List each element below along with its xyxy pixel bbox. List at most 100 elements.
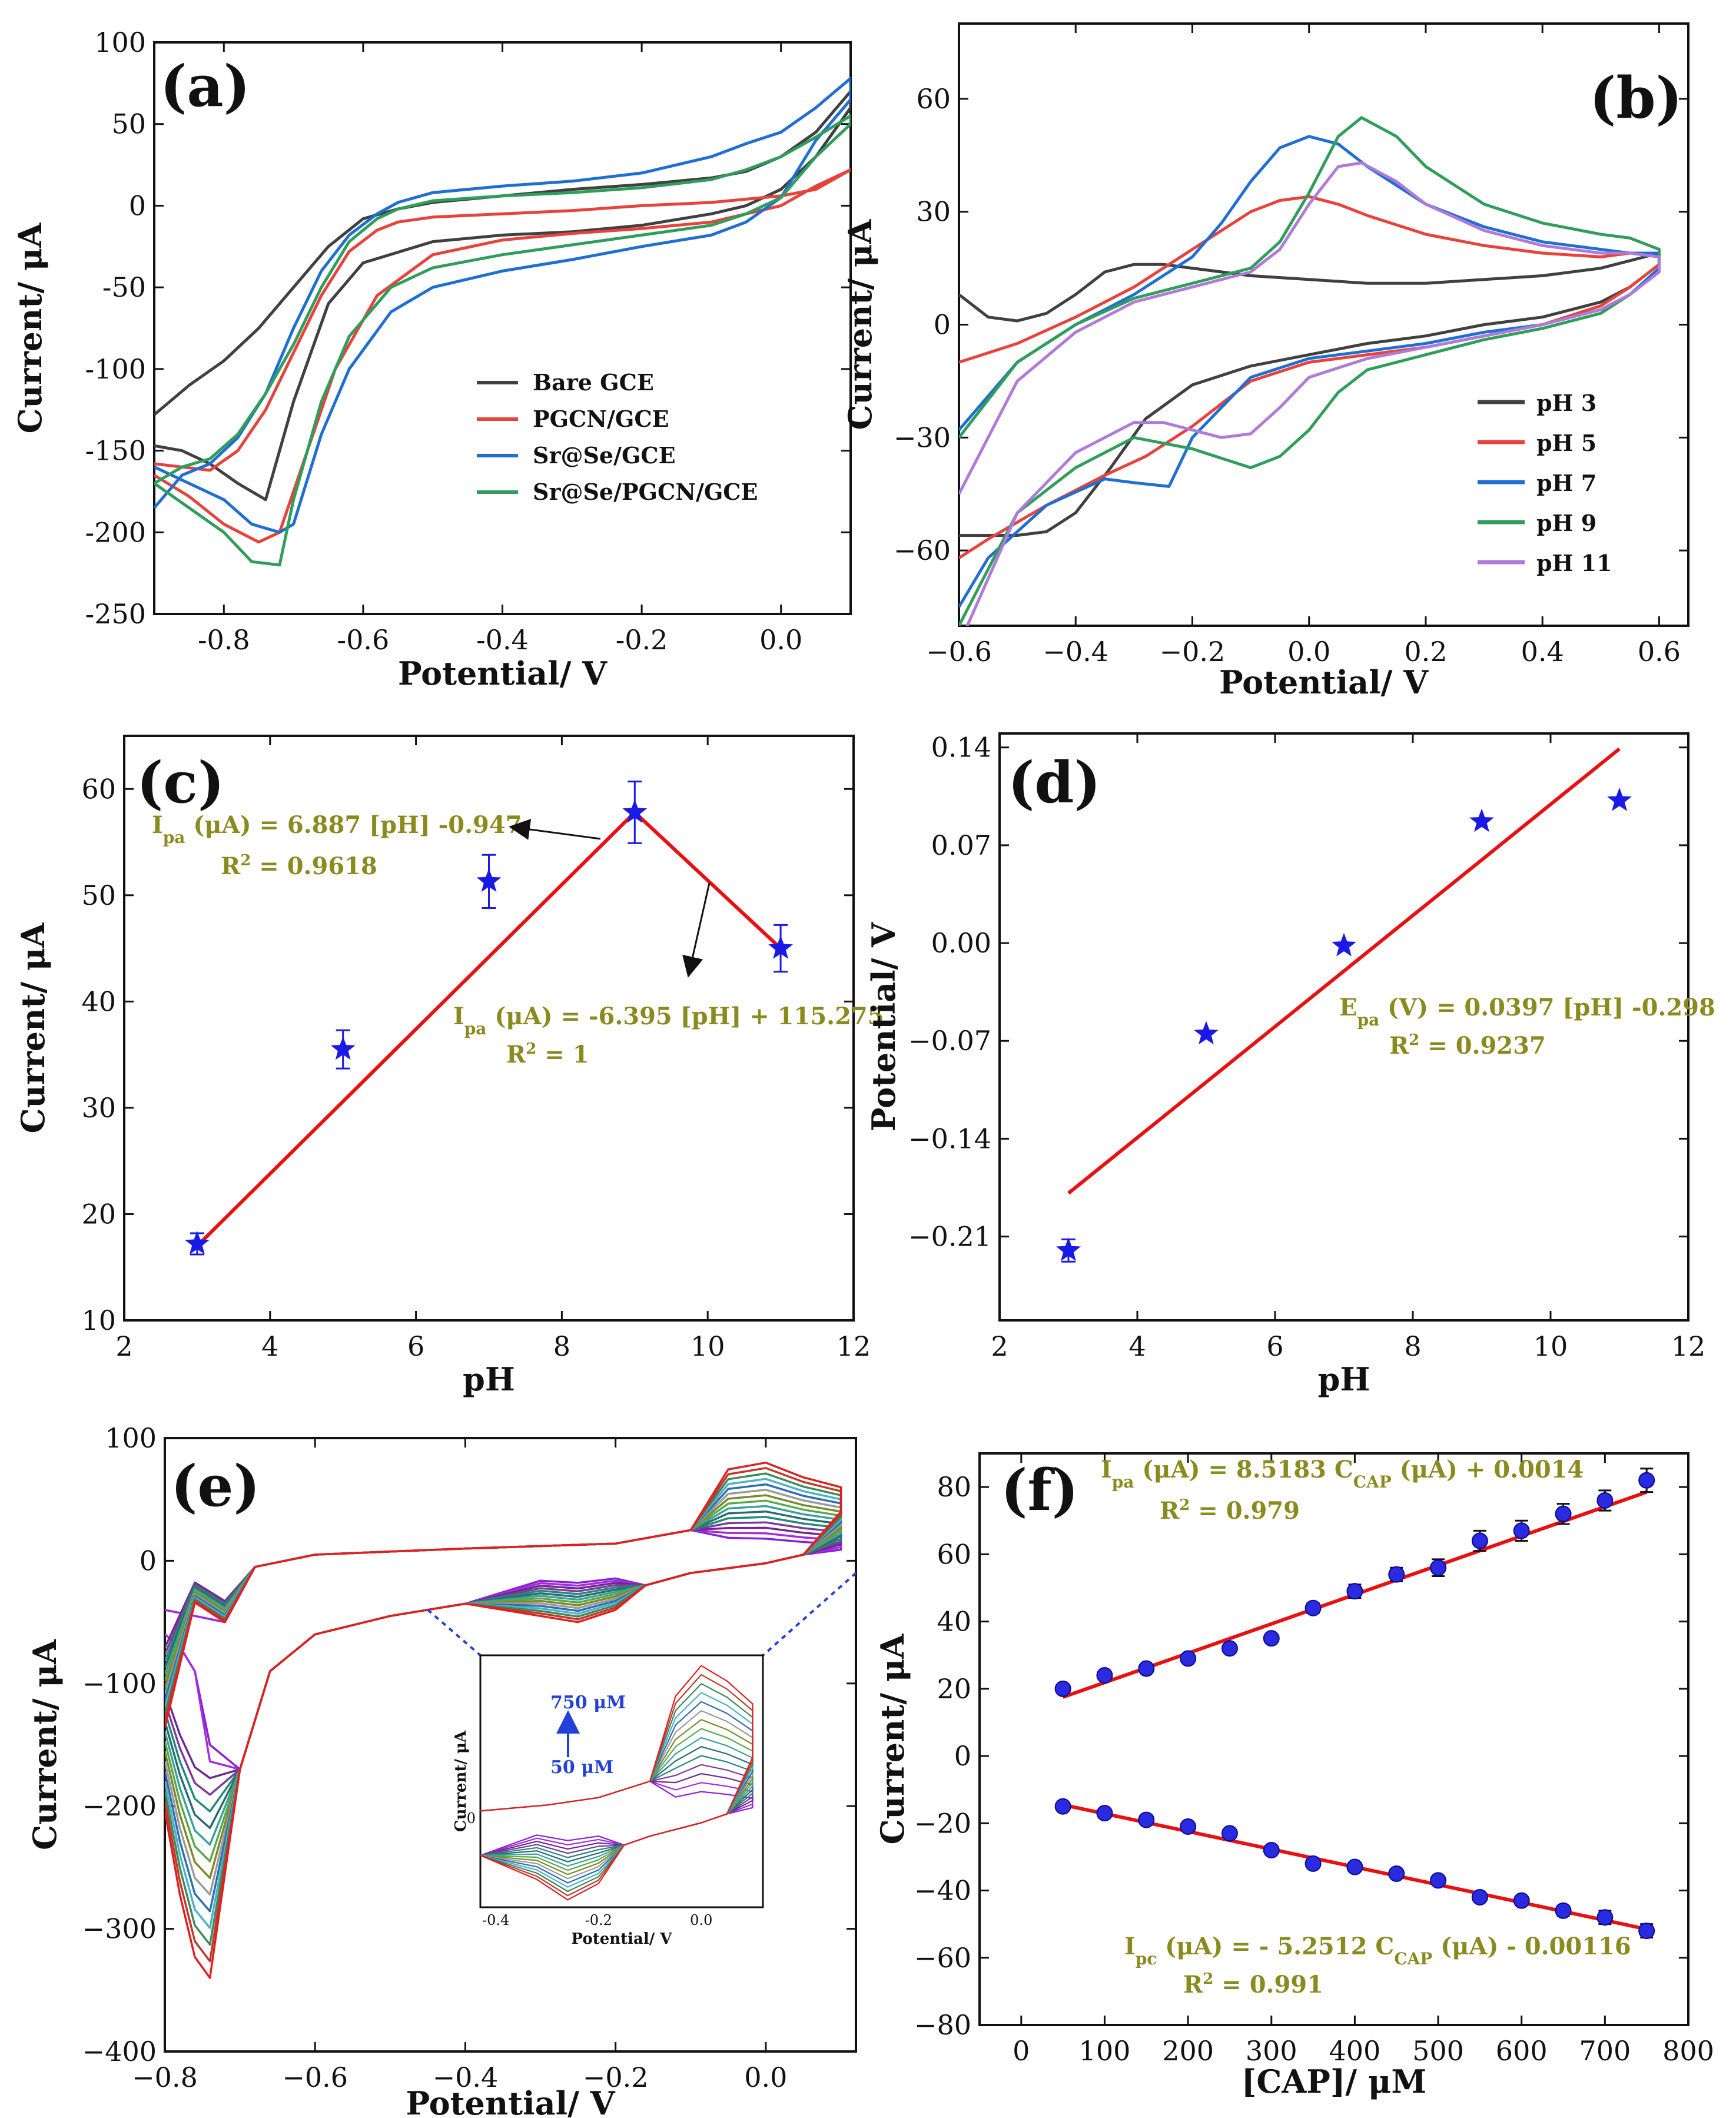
data-point xyxy=(1638,1472,1655,1489)
x-tick-label: −0.6 xyxy=(282,2061,348,2093)
data-point xyxy=(1388,1566,1405,1583)
series-line xyxy=(959,135,1661,608)
x-tick-label: −0.8 xyxy=(132,2061,198,2093)
data-point xyxy=(1138,1811,1155,1828)
data-point xyxy=(1194,1021,1219,1045)
legend-entry: pH 11 xyxy=(1536,550,1612,576)
annotation-part: (μA) = 8.5183 C xyxy=(1134,1456,1353,1483)
y-tick-label: 10 xyxy=(81,1304,116,1336)
r2-symbol: R xyxy=(1183,1971,1203,1999)
annotation-part: CAP xyxy=(1353,1472,1392,1492)
x-axis-label: pH xyxy=(463,1360,515,1398)
y-tick-label: 0.14 xyxy=(931,732,991,763)
data-point xyxy=(1555,1902,1572,1919)
annotation-part: E xyxy=(1339,994,1357,1021)
x-tick-label: 10 xyxy=(1533,1330,1568,1362)
plot-frame xyxy=(978,1452,1689,2026)
x-tick-label: 2 xyxy=(991,1330,1008,1362)
x-tick-label: 500 xyxy=(1412,2035,1464,2067)
series-line xyxy=(154,89,851,502)
x-tick-label: 700 xyxy=(1579,2035,1631,2067)
y-tick-label: 60 xyxy=(916,83,951,115)
annotation-part: (μA) = 6.887 [pH] -0.947 xyxy=(185,811,522,839)
r2-value: = 0.991 xyxy=(1213,1971,1323,1999)
annotation-arrow xyxy=(509,819,601,840)
y-tick-label: −200 xyxy=(82,1790,157,1822)
x-tick-label: 0 xyxy=(1013,2035,1030,2067)
annotation-part: I xyxy=(152,811,163,839)
data-point xyxy=(1596,1492,1614,1509)
series-group xyxy=(165,1461,842,1979)
fit-equation: Ipa (μA) = 8.5183 CCAP (μA) + 0.0014 xyxy=(1101,1456,1584,1492)
fit-line xyxy=(633,811,782,950)
annotation-part: I xyxy=(1101,1456,1112,1483)
y-axis-label: Current/ μA xyxy=(26,1639,64,1850)
data-point xyxy=(1471,1888,1488,1905)
y-tick-label: -200 xyxy=(85,516,146,548)
y-tick-label: 60 xyxy=(937,1538,971,1570)
x-tick-label: 0.0 xyxy=(744,2061,787,2093)
panel-label: (b) xyxy=(1589,65,1682,131)
panel-label: (e) xyxy=(171,1453,260,1519)
x-tick-label: 10 xyxy=(691,1330,725,1362)
panel-a: -0.8 -0.6 -0.4 -0.2 0.0 -250 -200 -150 -100 -50 0 5… xyxy=(11,26,852,692)
x-tick-label: −0.2 xyxy=(1160,636,1226,668)
x-tick-label: −0.6 xyxy=(926,636,992,668)
r2-value: = 0.979 xyxy=(1190,1497,1300,1525)
legend-entry: Bare GCE xyxy=(533,369,654,396)
y-tick-label: 60 xyxy=(81,773,116,805)
y-tick-label: −0.14 xyxy=(908,1123,991,1154)
x-tick-label: 400 xyxy=(1329,2035,1381,2067)
series-line xyxy=(154,77,851,534)
data-point xyxy=(1221,1640,1238,1657)
annotation-part: CAP xyxy=(1394,1949,1432,1968)
inset-annotation-top: 750 μM xyxy=(550,1692,626,1713)
fit-equation: Ipa (μA) = 6.887 [pH] -0.947 xyxy=(152,811,522,847)
plot-frame xyxy=(998,732,1689,1322)
x-tick-label: 12 xyxy=(837,1330,871,1362)
x-axis-label: Potential/ V xyxy=(1219,663,1429,701)
annotation-part: (μA) = -6.395 [pH] + 115.275 xyxy=(486,1002,884,1030)
zoom-connector xyxy=(427,1609,482,1656)
y-tick-label: -250 xyxy=(85,598,146,630)
y-tick-label: 30 xyxy=(916,196,951,228)
y-tick-label: 0 xyxy=(934,309,951,341)
annotation-part: I xyxy=(1124,1933,1136,1960)
legend-entry: pH 7 xyxy=(1536,470,1596,496)
fit-equation: Ipc (μA) = - 5.2512 CCAP (μA) - 0.00116 xyxy=(1124,1933,1631,1968)
x-tick-label: 4 xyxy=(261,1330,278,1362)
x-axis-label: pH xyxy=(1318,1360,1370,1398)
data-point xyxy=(1263,1630,1280,1647)
r2-value: = 0.9618 xyxy=(251,852,377,880)
data-point xyxy=(1263,1841,1280,1858)
x-tick-label: 6 xyxy=(1266,1330,1283,1362)
legend-entry: pH 5 xyxy=(1536,430,1596,456)
inset-y-tick-label: 0 xyxy=(467,1810,476,1827)
inset-x-tick-label: -0.4 xyxy=(482,1912,509,1928)
x-tick-label: 4 xyxy=(1128,1330,1146,1362)
x-tick-label: -0.2 xyxy=(616,624,668,656)
y-tick-label: -100 xyxy=(85,353,146,385)
y-tick-label: 100 xyxy=(105,1422,157,1454)
y-tick-label: −60 xyxy=(894,535,951,566)
annotation-part: (μA) = - 5.2512 C xyxy=(1157,1933,1394,1960)
data-point xyxy=(1305,1855,1322,1872)
x-tick-label: -0.8 xyxy=(198,624,250,656)
annotation-part: pc xyxy=(1136,1949,1157,1968)
x-tick-label: 800 xyxy=(1662,2035,1714,2067)
r2-superscript: 2 xyxy=(1179,1496,1190,1514)
inset-annotation-bottom: 50 μM xyxy=(550,1757,613,1778)
data-point xyxy=(1607,787,1632,811)
r2-value: = 0.9237 xyxy=(1419,1032,1545,1060)
panel-b: −0.6 −0.4 −0.2 0.0 0.2 0.4 0.6 −60 −30 0 30 60 Poten… xyxy=(841,22,1689,701)
x-tick-label: 8 xyxy=(553,1330,570,1362)
data-point xyxy=(330,1036,356,1060)
y-tick-label: −0.07 xyxy=(908,1025,991,1057)
x-tick-label: 12 xyxy=(1671,1330,1706,1362)
fit-line xyxy=(195,811,636,1247)
x-tick-label: 0.2 xyxy=(1404,636,1447,668)
inset: -0.4 -0.2 0.0 0 Potential/ V Current/ μA 750 μ… xyxy=(427,1572,857,1948)
y-axis-label: Current/ μA xyxy=(874,1634,911,1845)
x-tick-label: −0.4 xyxy=(1043,636,1108,668)
data-point xyxy=(1471,1532,1488,1549)
